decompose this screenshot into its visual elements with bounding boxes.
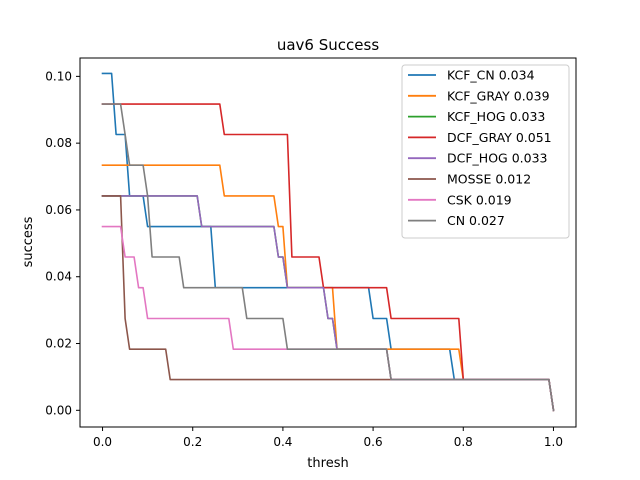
x-tick-label: 0.2 — [183, 435, 202, 449]
y-tick-label: 0.02 — [45, 337, 72, 351]
y-axis-label: success — [21, 216, 36, 267]
y-tick-label: 0.10 — [45, 69, 72, 83]
y-tick-label: 0.04 — [45, 270, 72, 284]
series-layer — [101, 72, 555, 412]
legend-label: KCF_GRAY 0.039 — [447, 88, 550, 103]
legend-box — [401, 64, 570, 239]
x-tick-label: 0.6 — [364, 435, 383, 449]
x-tick-label: 0.0 — [93, 435, 112, 449]
y-tick-label: 0.00 — [45, 403, 72, 417]
chart-title: uav6 Success — [277, 36, 379, 54]
x-tick-label: 1.0 — [544, 435, 563, 449]
legend-label: DCF_GRAY 0.051 — [447, 130, 552, 145]
legend-label: CN 0.027 — [447, 213, 505, 228]
y-tick-label: 0.06 — [45, 203, 72, 217]
x-tick-label: 0.4 — [273, 435, 292, 449]
legend-label: CSK 0.019 — [447, 192, 512, 207]
x-axis-label: thresh — [307, 456, 348, 471]
series-line-7 — [101, 103, 555, 412]
x-tick-label: 0.8 — [454, 435, 473, 449]
x-axis-ticks: 0.0 0.2 0.4 0.6 0.8 1.0 — [93, 427, 563, 449]
legend-label: DCF_HOG 0.033 — [447, 151, 547, 166]
legend-entries: KCF_CN 0.034 KCF_GRAY 0.039 KCF_HOG 0.033 D… — [408, 68, 552, 228]
legend: KCF_CN 0.034 KCF_GRAY 0.039 KCF_HOG 0.033 D… — [401, 64, 570, 239]
legend-label: MOSSE 0.012 — [447, 172, 531, 187]
legend-label: KCF_CN 0.034 — [447, 68, 535, 83]
legend-label: KCF_HOG 0.033 — [447, 109, 545, 124]
plot-frame — [79, 57, 577, 428]
y-tick-label: 0.08 — [45, 136, 72, 150]
y-axis-ticks: 0.00 0.02 0.04 0.06 0.08 0.10 — [45, 69, 80, 417]
